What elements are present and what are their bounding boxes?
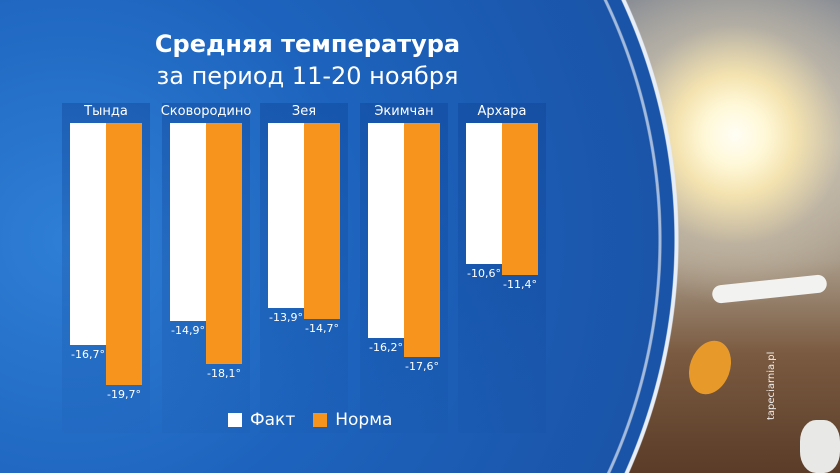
norm-bar (206, 123, 242, 364)
watermark: tapeciarnia.pl (766, 351, 777, 420)
data-label: -16,2° (369, 341, 403, 355)
chart-title: Средняя температура (154, 30, 461, 58)
legend-label-norm: Норма (335, 410, 393, 430)
data-label: -14,7° (305, 321, 339, 335)
legend-swatch-norm (313, 413, 328, 427)
fact-bar (170, 123, 206, 322)
category-label: Зея (291, 104, 317, 119)
data-label: -16,7° (71, 348, 105, 362)
chart-subtitle: за период 11-20 ноября (156, 62, 459, 90)
category-label: Экимчан (374, 104, 434, 119)
norm-bar (404, 123, 440, 358)
legend-swatch-fact (228, 413, 242, 427)
norm-bar (502, 123, 538, 275)
fact-bar (466, 123, 502, 264)
legend: Факт Норма (228, 410, 392, 430)
fact-bar (368, 123, 404, 339)
data-label: -14,9° (171, 324, 205, 338)
data-label: -11,4° (503, 277, 537, 291)
data-label: -18,1° (207, 366, 241, 380)
legend-label-fact: Факт (250, 410, 296, 430)
fact-bar (70, 123, 106, 346)
category-label: Сковородино (160, 104, 252, 119)
data-label: -17,6° (405, 360, 439, 374)
fact-bar (268, 123, 304, 308)
category-label: Архара (477, 104, 527, 119)
norm-bar (304, 123, 340, 319)
category-label: Тында (84, 104, 128, 119)
data-label: -10,6° (467, 266, 501, 280)
norm-bar (106, 123, 142, 385)
data-label: -19,7° (107, 388, 141, 401)
data-label: -13,9° (269, 310, 303, 324)
